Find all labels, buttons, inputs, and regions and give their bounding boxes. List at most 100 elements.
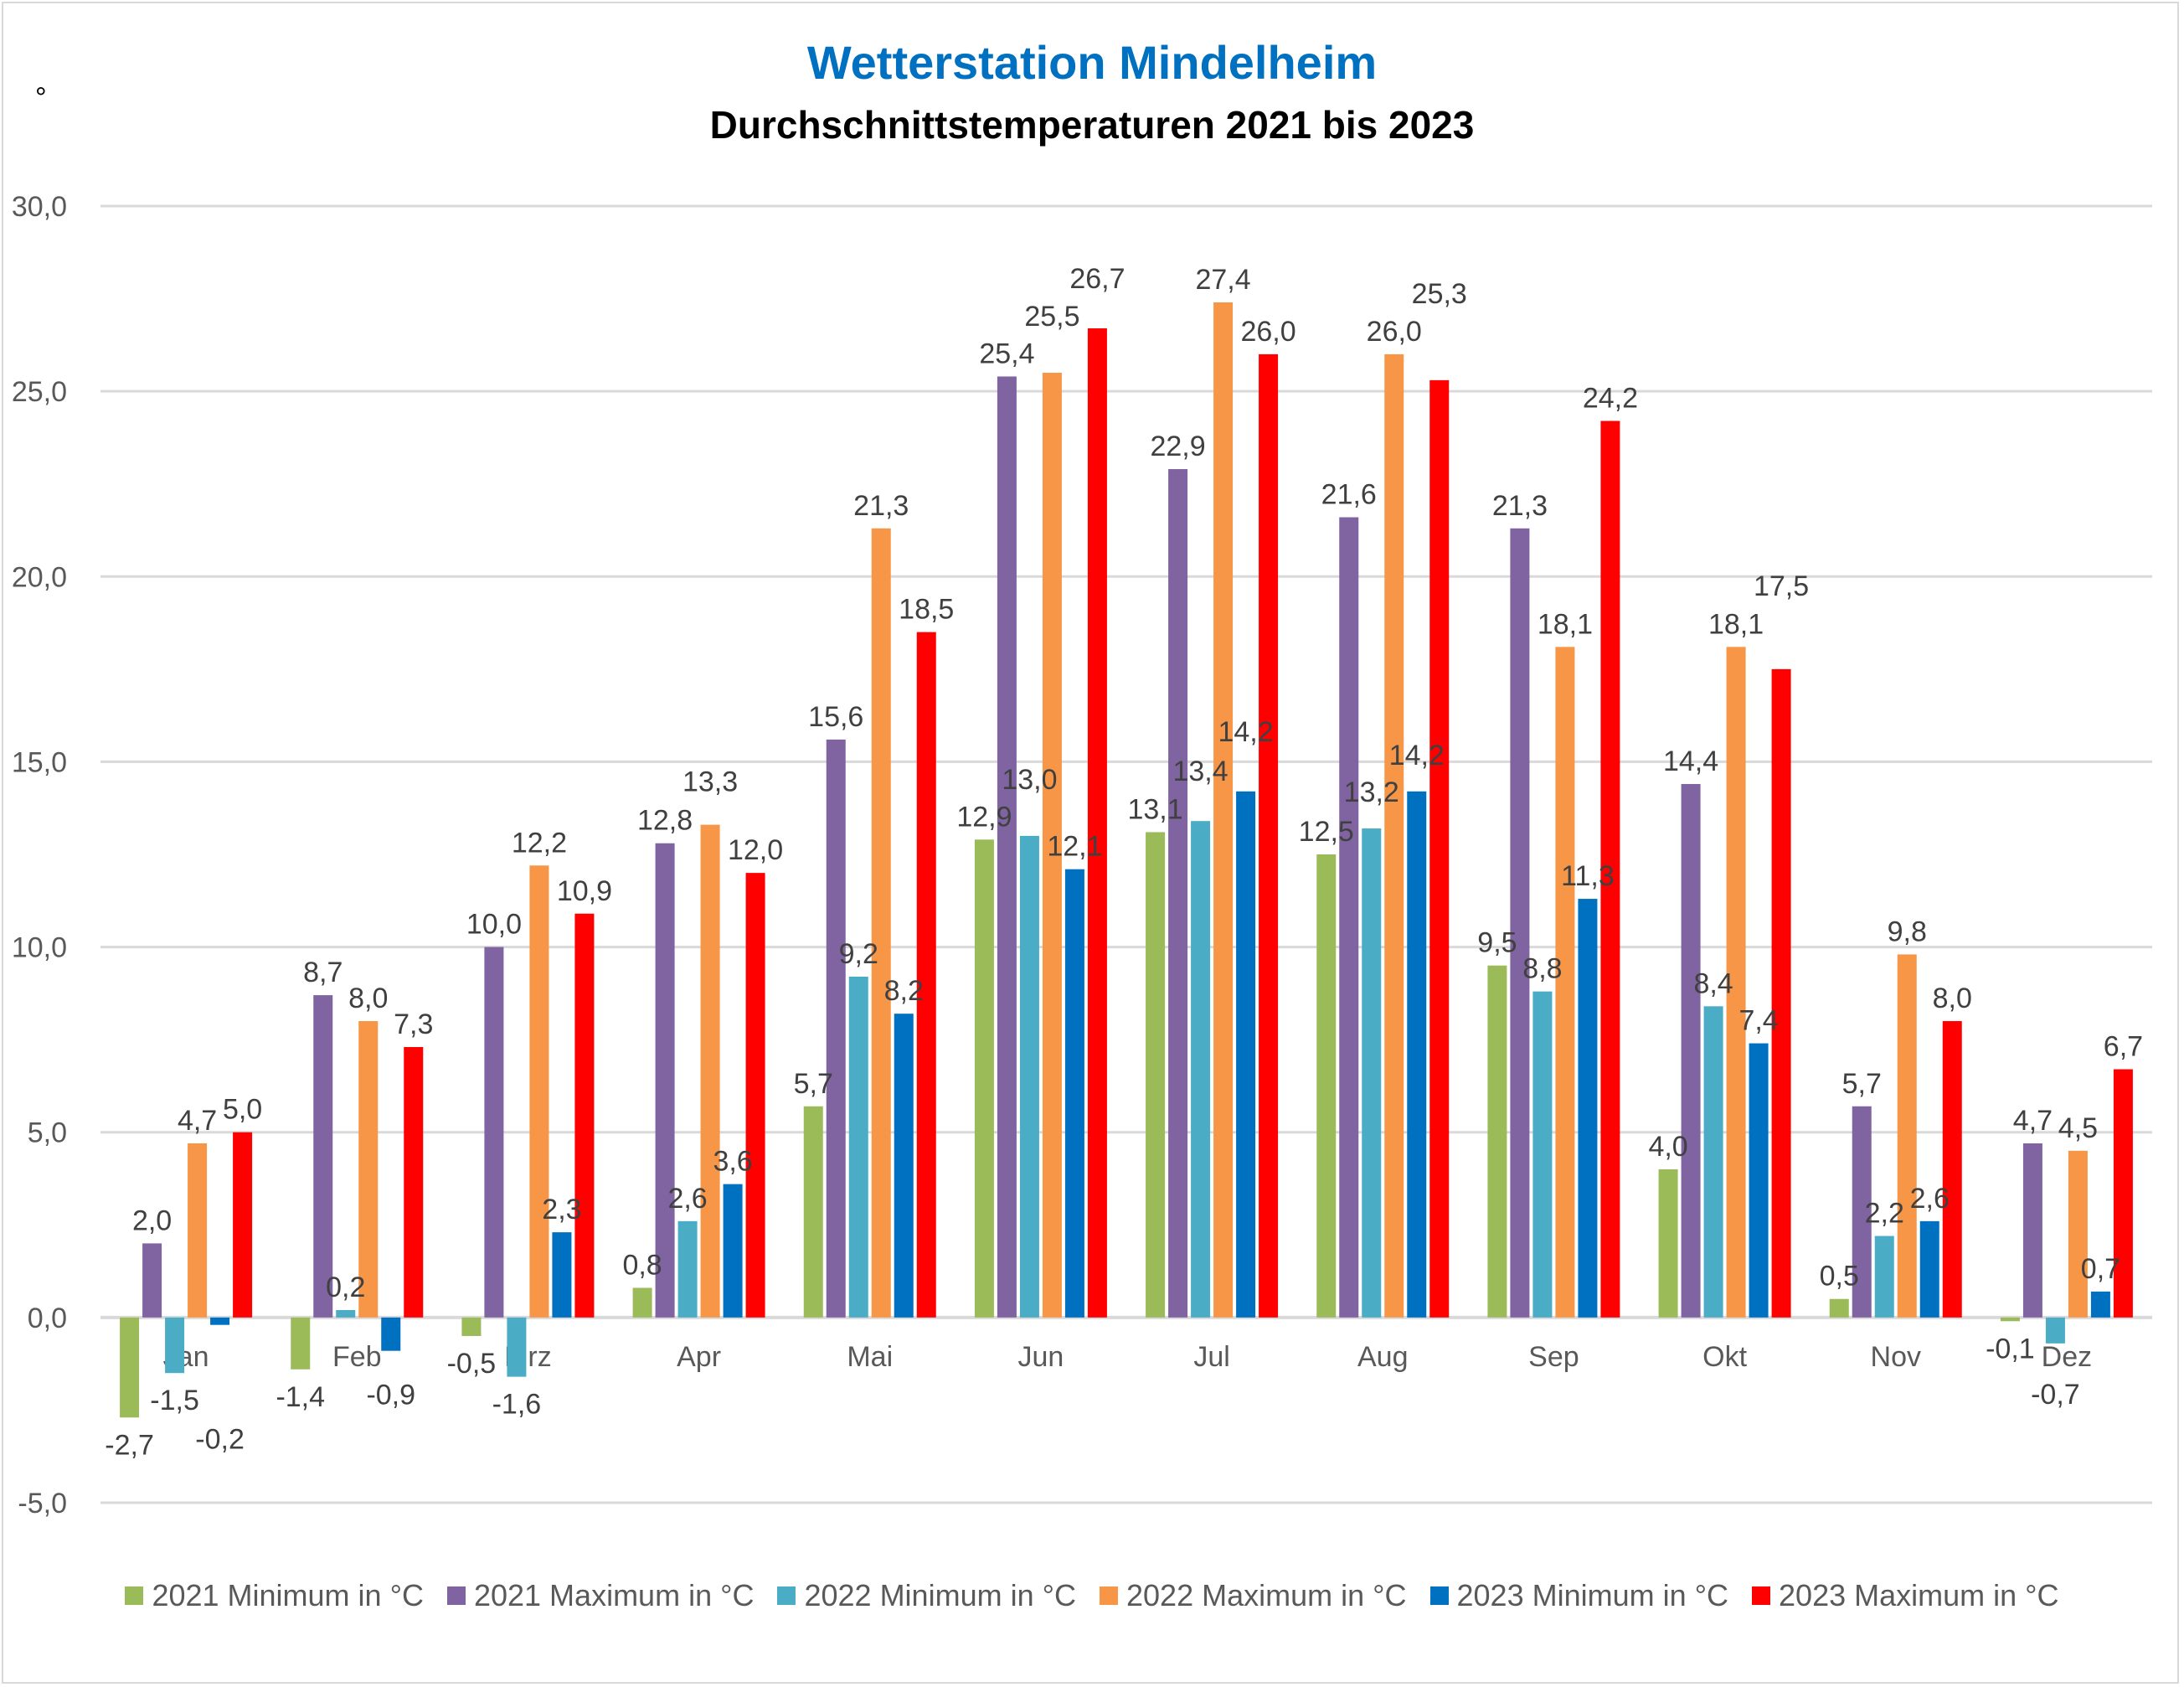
x-tick-label: Mai xyxy=(847,1341,893,1373)
bar xyxy=(358,1021,379,1318)
bar xyxy=(1703,1006,1723,1318)
data-label: -0,1 xyxy=(1986,1333,2035,1365)
data-label: 27,4 xyxy=(1195,264,1250,296)
data-label: 2,6 xyxy=(667,1183,707,1215)
bar xyxy=(1852,1106,1872,1318)
bar xyxy=(1168,469,1188,1318)
bar xyxy=(1384,353,1404,1318)
data-label: 21,3 xyxy=(853,490,909,522)
data-label: 0,8 xyxy=(622,1249,662,1281)
data-label: 12,9 xyxy=(956,801,1012,833)
bar xyxy=(142,1243,162,1318)
data-label: 12,5 xyxy=(1299,816,1354,848)
legend-item: 2021 Minimum in °C xyxy=(125,1578,424,1613)
bar xyxy=(188,1143,208,1318)
data-label: 7,4 xyxy=(1738,1005,1778,1037)
data-label: 13,4 xyxy=(1172,756,1228,787)
bar xyxy=(2113,1069,2133,1318)
data-label: -0,5 xyxy=(447,1348,497,1380)
legend-item: 2022 Maximum in °C xyxy=(1100,1578,1407,1613)
y-tick-label: 30,0 xyxy=(12,191,67,223)
bar xyxy=(848,976,868,1318)
bar xyxy=(1749,1043,1769,1318)
data-label: 14,2 xyxy=(1218,716,1273,748)
bar xyxy=(1064,869,1084,1318)
data-label: 2,6 xyxy=(1910,1183,1950,1215)
data-label: 0,2 xyxy=(326,1272,365,1303)
data-label: 26,0 xyxy=(1367,316,1422,348)
data-label: 4,7 xyxy=(178,1105,217,1137)
data-label: -1,4 xyxy=(276,1381,325,1413)
x-tick-label: Apr xyxy=(677,1341,721,1373)
data-label: 8,8 xyxy=(1522,953,1562,985)
bar xyxy=(233,1132,253,1318)
bar xyxy=(1726,647,1746,1318)
legend-item: 2021 Maximum in °C xyxy=(446,1578,754,1613)
bar xyxy=(723,1184,743,1318)
x-tick-label: Aug xyxy=(1357,1341,1409,1373)
data-label: 4,7 xyxy=(2013,1105,2053,1137)
data-label: 12,1 xyxy=(1047,831,1102,863)
bar xyxy=(552,1232,572,1318)
data-label: 26,0 xyxy=(1240,316,1295,348)
bar xyxy=(1191,821,1211,1318)
bar xyxy=(655,843,675,1318)
data-label: 13,3 xyxy=(682,766,738,798)
data-label: 0,7 xyxy=(2081,1253,2120,1285)
data-label: 13,0 xyxy=(1002,764,1057,796)
data-label: 14,4 xyxy=(1663,745,1718,777)
bar xyxy=(632,1287,652,1318)
data-label: 8,0 xyxy=(348,983,388,1014)
bar xyxy=(677,1220,698,1318)
y-tick-label: 5,0 xyxy=(28,1117,67,1149)
bar xyxy=(507,1317,527,1377)
data-label: 10,0 xyxy=(466,909,522,941)
bar xyxy=(1555,647,1575,1318)
data-label: 12,0 xyxy=(728,834,783,866)
x-tick-label: Sep xyxy=(1528,1341,1579,1373)
data-label: 24,2 xyxy=(1583,383,1638,415)
data-label: 12,8 xyxy=(637,805,693,837)
legend-swatch xyxy=(1752,1586,1771,1605)
bar xyxy=(529,865,549,1318)
data-label: 4,5 xyxy=(2058,1112,2098,1144)
bar xyxy=(745,873,765,1318)
bar xyxy=(2022,1143,2042,1318)
bar xyxy=(871,528,891,1318)
y-tick-label: -5,0 xyxy=(18,1488,67,1519)
data-label: -0,7 xyxy=(2031,1379,2080,1411)
bar xyxy=(1407,791,1427,1318)
data-label: 11,3 xyxy=(1561,860,1615,892)
bar xyxy=(1259,353,1279,1318)
bar xyxy=(916,632,936,1318)
bar xyxy=(484,947,504,1318)
y-tick-label: 10,0 xyxy=(12,932,67,964)
data-label: 13,1 xyxy=(1127,793,1182,825)
x-tick-label: Jul xyxy=(1193,1341,1229,1373)
data-label: 9,8 xyxy=(1888,916,1927,947)
data-label: 9,2 xyxy=(839,938,878,970)
data-label: -0,9 xyxy=(366,1380,415,1411)
data-label: 15,6 xyxy=(808,701,863,733)
bar xyxy=(1658,1169,1678,1318)
data-label: 13,2 xyxy=(1344,776,1399,808)
legend-label: 2022 Minimum in °C xyxy=(804,1578,1076,1612)
x-tick-label: Dez xyxy=(2042,1341,2092,1373)
bar xyxy=(1919,1220,1939,1318)
data-label: 5,7 xyxy=(794,1068,833,1100)
data-label: 10,9 xyxy=(557,875,612,907)
y-tick-label: 25,0 xyxy=(12,376,67,408)
data-label: -2,7 xyxy=(105,1429,154,1461)
bar xyxy=(1487,965,1507,1318)
data-label: 18,5 xyxy=(899,594,954,626)
bar xyxy=(461,1317,482,1336)
bar xyxy=(313,995,333,1318)
bar xyxy=(1897,954,1917,1318)
legend-item: 2023 Minimum in °C xyxy=(1429,1578,1728,1613)
bar xyxy=(894,1014,914,1318)
bar xyxy=(1236,791,1256,1318)
bar xyxy=(1213,302,1234,1318)
bar xyxy=(1874,1236,1894,1318)
